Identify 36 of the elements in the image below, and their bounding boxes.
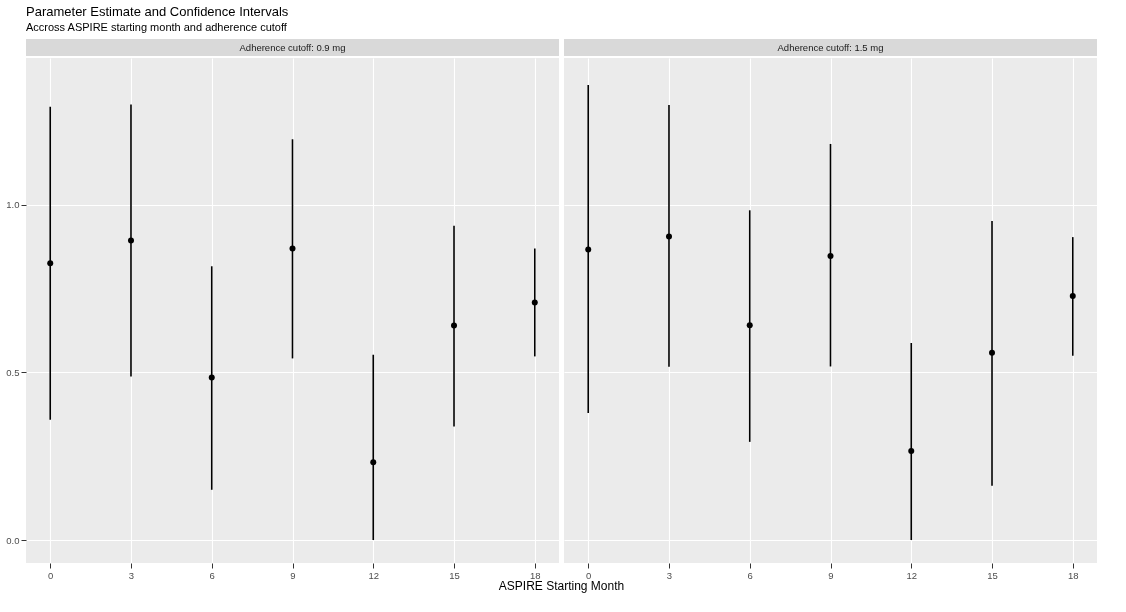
point	[370, 459, 377, 466]
point	[746, 322, 753, 329]
x-tick-label: 0	[48, 569, 54, 581]
x-tick-label: 12	[906, 569, 918, 581]
x-tick-label: 6	[747, 569, 753, 581]
y-tick-label: 0.5	[6, 366, 20, 378]
point	[585, 246, 592, 253]
point	[127, 237, 134, 244]
text: Adherence cutoff: 0.9 mg	[239, 41, 346, 53]
x-tick-label: 9	[828, 569, 834, 581]
x-axis-title: ASPIRE Starting Month	[498, 579, 625, 593]
x-tick-label: 9	[290, 569, 296, 581]
x-tick-label: 6	[209, 569, 215, 581]
point	[908, 447, 915, 454]
point	[1069, 293, 1076, 300]
chart-title: Parameter Estimate and Confidence Intervals	[26, 4, 289, 19]
x-tick-label: 15	[987, 569, 998, 581]
x-tick-label: 0	[586, 569, 592, 581]
y-tick-label: 1.0	[6, 199, 20, 211]
x-tick-label: 3	[666, 569, 673, 581]
point	[47, 260, 54, 267]
x-tick-label: 18	[1067, 569, 1079, 581]
point	[989, 349, 996, 356]
text: Adherence cutoff: 1.5 mg	[777, 41, 884, 53]
x-tick-label: 3	[128, 569, 135, 581]
x-tick-label: 18	[529, 569, 541, 581]
point	[208, 374, 215, 381]
x-tick-label: 12	[368, 569, 380, 581]
point	[827, 252, 834, 259]
chart-subtitle: Accross ASPIRE starting month and adherence cutoff	[26, 21, 288, 33]
point	[531, 299, 538, 306]
point	[451, 322, 458, 329]
y-tick-label: 0.0	[6, 534, 20, 546]
point	[665, 233, 672, 240]
x-tick-label: 15	[449, 569, 460, 581]
point	[289, 245, 296, 252]
